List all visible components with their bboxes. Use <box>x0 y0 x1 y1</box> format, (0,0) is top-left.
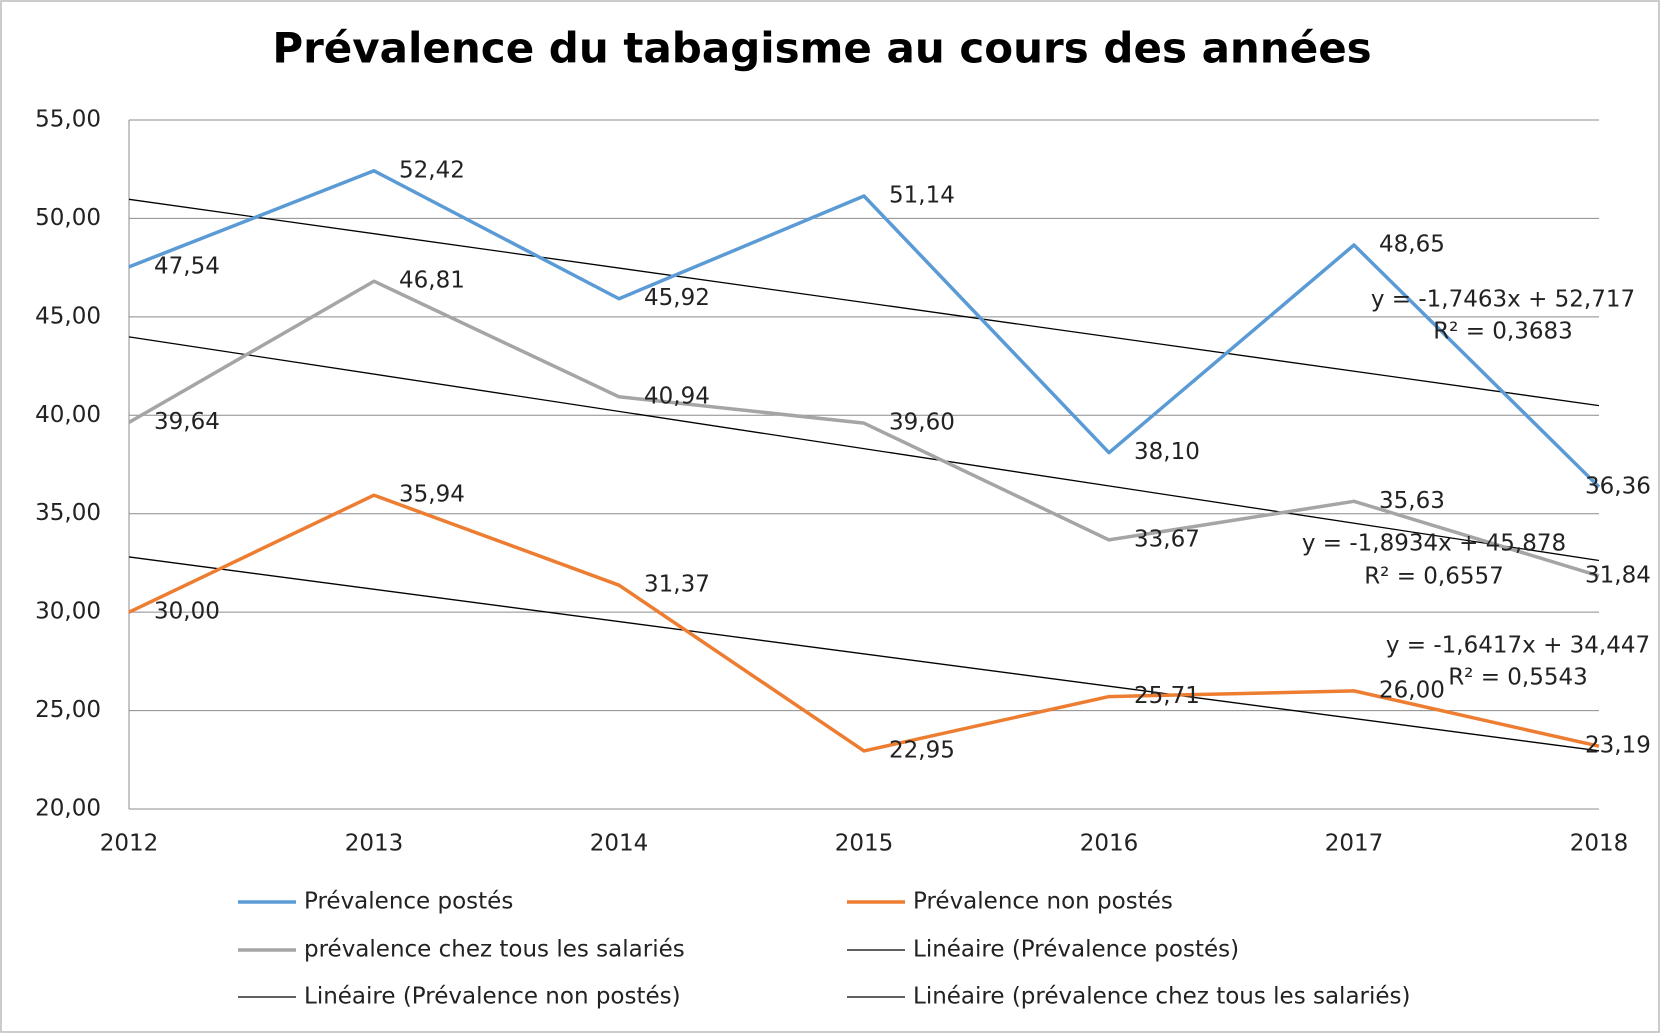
data-label: 23,19 <box>1585 733 1651 759</box>
trend-r2: R² = 0,5543 <box>1448 665 1588 691</box>
data-label: 39,60 <box>889 410 955 436</box>
data-label: 47,54 <box>154 253 220 279</box>
y-tick-label: 20,00 <box>35 796 101 822</box>
trend-equation: y = -1,7463x + 52,717 <box>1371 287 1635 313</box>
data-label: 36,36 <box>1585 473 1651 499</box>
data-label: 52,42 <box>399 157 465 183</box>
y-tick-label: 25,00 <box>35 697 101 723</box>
series-line <box>128 169 1601 489</box>
trend-r2: R² = 0,3683 <box>1433 319 1573 345</box>
trendline <box>128 336 1600 562</box>
data-label: 26,00 <box>1379 677 1445 703</box>
legend-label: Prévalence non postés <box>913 889 1173 915</box>
x-tick-label: 2013 <box>345 831 404 857</box>
y-tick-label: 40,00 <box>35 402 101 428</box>
data-label: 45,92 <box>644 285 710 311</box>
data-label: 22,95 <box>889 737 955 763</box>
data-label: 35,63 <box>1379 488 1445 514</box>
legend-label: prévalence chez tous les salariés <box>304 937 685 963</box>
data-label: 30,00 <box>154 599 220 625</box>
x-tick-label: 2018 <box>1570 831 1629 857</box>
series-line <box>128 279 1600 578</box>
trendline <box>128 556 1600 752</box>
legend-label: Linéaire (prévalence chez tous les salar… <box>913 984 1411 1010</box>
trendline <box>128 198 1600 407</box>
y-tick-label: 30,00 <box>35 599 101 625</box>
data-label: 33,67 <box>1134 526 1200 552</box>
x-tick-label: 2014 <box>590 831 649 857</box>
y-tick-label: 55,00 <box>35 107 101 133</box>
series-line <box>128 493 1600 753</box>
data-label: 25,71 <box>1134 683 1200 709</box>
data-label: 48,65 <box>1379 232 1445 258</box>
trend-r2: R² = 0,6557 <box>1364 564 1504 590</box>
x-tick-label: 2012 <box>100 831 159 857</box>
legend-label: Prévalence postés <box>304 889 513 915</box>
data-label: 40,94 <box>644 383 710 409</box>
trend-equation: y = -1,6417x + 34,447 <box>1386 633 1650 659</box>
chart-title: Prévalence du tabagisme au cours des ann… <box>272 24 1371 73</box>
legend-label: Linéaire (Prévalence non postés) <box>304 984 681 1010</box>
data-label: 46,81 <box>399 268 465 294</box>
data-label: 39,64 <box>154 409 220 435</box>
data-label: 38,10 <box>1134 439 1200 465</box>
data-label: 31,37 <box>644 572 710 598</box>
data-label: 51,14 <box>889 182 955 208</box>
x-tick-label: 2015 <box>835 831 894 857</box>
y-tick-label: 50,00 <box>35 205 101 231</box>
y-tick-label: 35,00 <box>35 500 101 526</box>
data-label: 31,84 <box>1585 562 1651 588</box>
x-tick-label: 2016 <box>1080 831 1139 857</box>
legend-label: Linéaire (Prévalence postés) <box>913 937 1239 963</box>
data-label: 35,94 <box>399 482 465 508</box>
y-tick-label: 45,00 <box>35 303 101 329</box>
x-tick-label: 2017 <box>1325 831 1384 857</box>
trend-equation: y = -1,8934x + 45,878 <box>1302 531 1566 557</box>
